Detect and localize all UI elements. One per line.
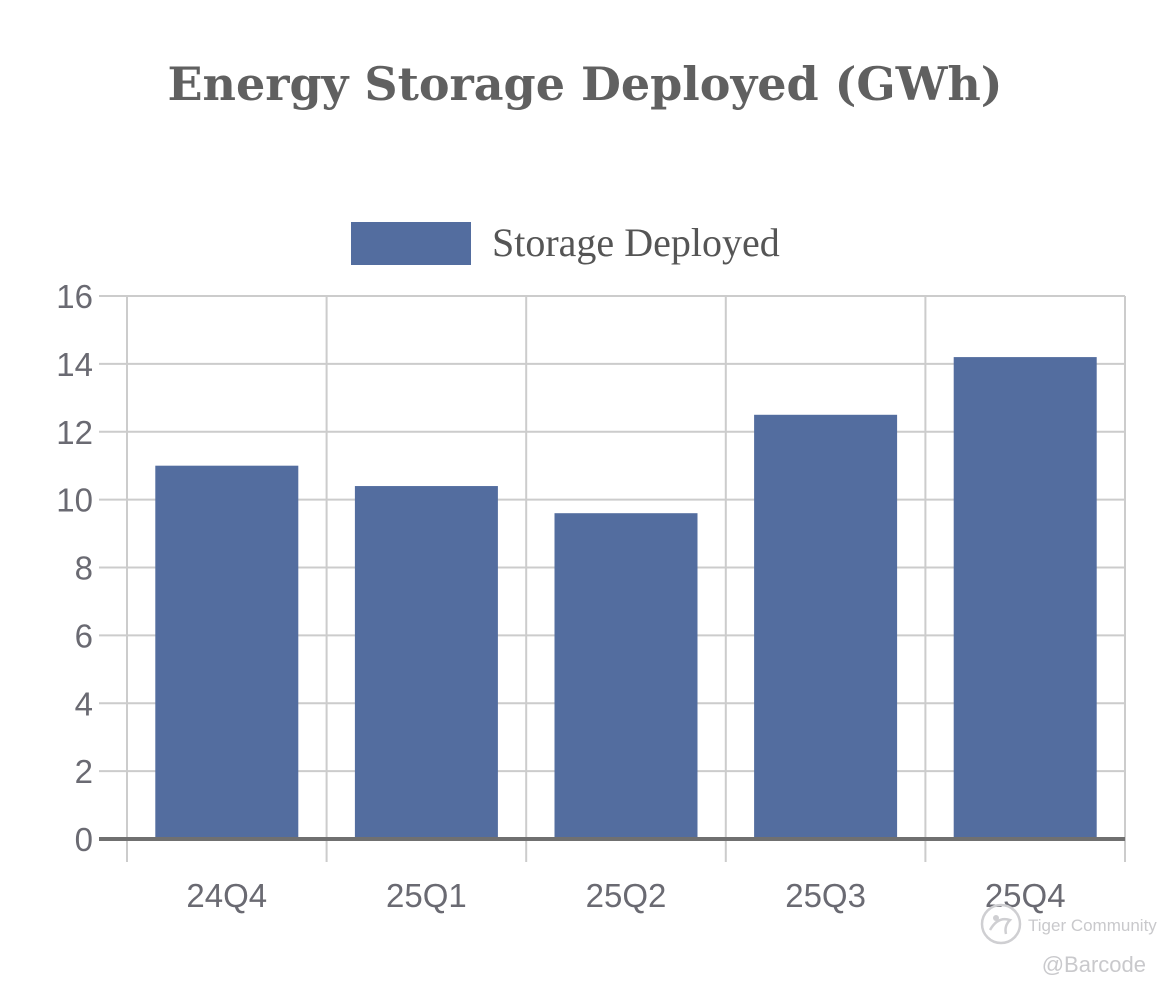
y-tick-label: 14: [56, 346, 93, 383]
watermark-brand: Tiger Community: [1028, 916, 1157, 935]
y-tick-label: 16: [56, 278, 93, 315]
y-tick-label: 8: [75, 550, 93, 587]
y-tick-label: 10: [56, 482, 93, 519]
legend-swatch: [351, 222, 471, 265]
y-tick-label: 0: [75, 821, 93, 858]
bar: [754, 414, 898, 839]
bar: [554, 513, 698, 839]
watermark: Tiger Community @Barcode: [980, 903, 1157, 977]
legend-label: Storage Deployed: [492, 220, 780, 265]
bar: [953, 357, 1097, 839]
x-tick-label: 25Q3: [785, 877, 866, 914]
y-tick-label: 12: [56, 414, 93, 451]
legend: Storage Deployed: [351, 220, 780, 265]
chart-title: Energy Storage Deployed (GWh): [167, 57, 1002, 111]
bars: [155, 357, 1097, 839]
y-axis: 0 2 4 6 8 10 12 14 16: [56, 278, 93, 858]
x-tick-label: 25Q4: [985, 877, 1066, 914]
y-tick-label: 6: [75, 617, 93, 654]
x-tick-label: 24Q4: [186, 877, 267, 914]
y-tick-label: 2: [75, 753, 93, 790]
grid: [99, 295, 1126, 862]
tiger-community-logo-icon: [980, 903, 1022, 945]
x-tick-label: 25Q2: [586, 877, 667, 914]
x-tick-label: 25Q1: [386, 877, 467, 914]
bar: [155, 465, 299, 839]
x-axis: 24Q4 25Q1 25Q2 25Q3 25Q4: [99, 837, 1125, 914]
y-tick-label: 4: [75, 685, 93, 722]
bar: [354, 486, 498, 839]
watermark-handle: @Barcode: [1042, 952, 1146, 977]
